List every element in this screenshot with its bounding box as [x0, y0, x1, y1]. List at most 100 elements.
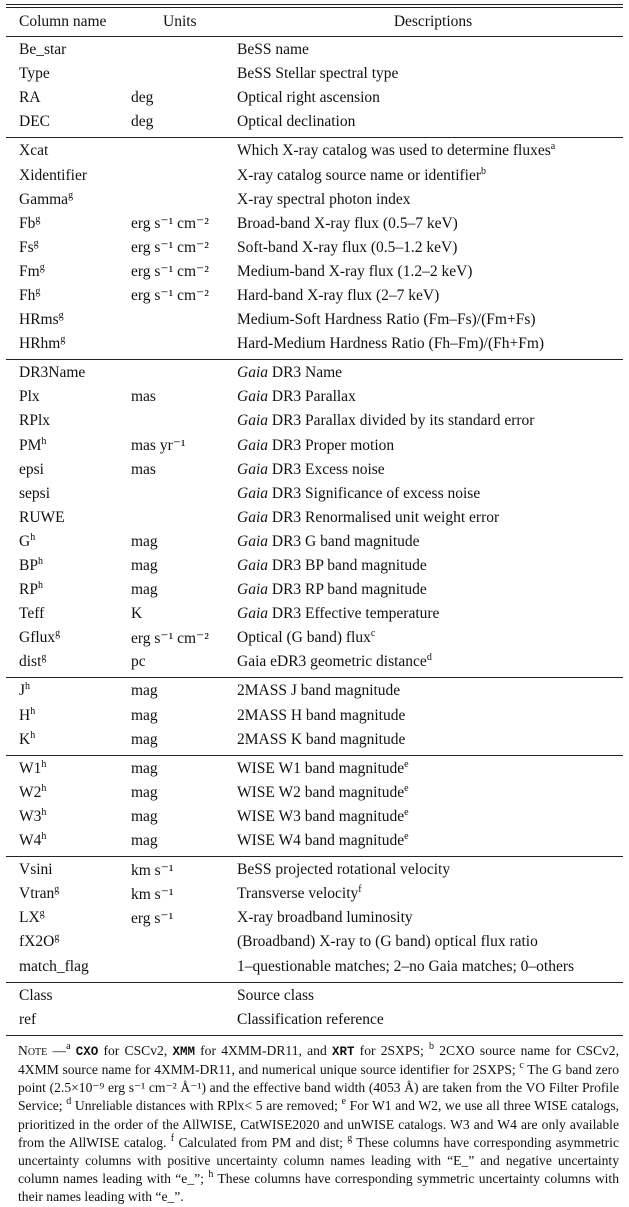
- cell-description: 2MASS K band magnitude: [237, 731, 405, 749]
- description-text: DR3 Proper motion: [268, 436, 395, 454]
- cell-description: (Broadband) X-ray to (G band) optical fl…: [237, 933, 538, 951]
- note-text: For W1 and W2, we use all three WISE cat…: [18, 1098, 620, 1150]
- note-text: Calculated from PM and dist;: [174, 1134, 348, 1150]
- footnote-marker: a: [66, 1040, 71, 1052]
- note-text: for 4XMM-DR11, and: [194, 1042, 332, 1058]
- column-name-text: Vsini: [19, 861, 53, 879]
- cell-units: mag: [131, 706, 158, 724]
- footnote-marker: g: [33, 237, 39, 249]
- column-name-text: Plx: [19, 388, 40, 406]
- footnote-marker: b: [429, 1040, 435, 1052]
- column-name-text: BP: [19, 557, 38, 575]
- cell-description: BeSS name: [237, 41, 309, 59]
- gaia-italic: Gaia: [237, 460, 268, 478]
- cell-description: Gaia DR3 Effective temperature: [237, 605, 439, 623]
- cell-units: km s⁻¹: [131, 861, 174, 879]
- description-text: DR3 Effective temperature: [268, 605, 440, 623]
- cell-description: WISE W2 band magnitudee: [237, 783, 409, 802]
- cell-column-name: Plx: [6, 388, 131, 406]
- column-name-text: J: [19, 682, 26, 700]
- column-name-text: dist: [19, 653, 42, 671]
- cell-column-name: W2h: [6, 783, 131, 802]
- footnote-marker: g: [347, 1132, 353, 1144]
- top-rule: [6, 4, 623, 5]
- table-group: Xcat Which X-ray catalog was used to dete…: [6, 138, 623, 361]
- note-text: for 2SXPS;: [354, 1042, 430, 1058]
- column-name-text: PM: [19, 436, 42, 454]
- note-label: Note: [18, 1042, 48, 1058]
- footnote-marker: h: [30, 531, 36, 543]
- cell-units: mag: [131, 730, 158, 748]
- table-row: Hh mag 2MASS H band magnitude: [6, 704, 623, 728]
- cell-units: mag: [131, 759, 158, 777]
- table-group: W1h mag WISE W1 band magnitudee W2h mag WISE …: [6, 756, 623, 858]
- cell-units: erg s⁻¹ cm⁻²: [131, 287, 209, 305]
- description-text: Medium-band X-ray flux (1.2–2 keV): [237, 262, 473, 280]
- cell-column-name: match_flag: [6, 958, 131, 976]
- footnote-marker: h: [25, 681, 31, 693]
- table-row: Kh mag 2MASS K band magnitude: [6, 728, 623, 752]
- note-text: for CSCv2,: [98, 1042, 173, 1058]
- footnote-marker: h: [30, 705, 36, 717]
- cell-units: erg s⁻¹ cm⁻²: [131, 239, 209, 257]
- column-name-text: HRms: [19, 311, 59, 329]
- description-text: DR3 Renormalised unit weight error: [268, 508, 500, 526]
- cell-description: Which X-ray catalog was used to determin…: [237, 142, 555, 160]
- cell-column-name: W3h: [6, 807, 131, 826]
- cell-column-name: BPh: [6, 557, 131, 575]
- table-note: Note —a CXO for CSCv2, XMM for 4XMM-DR11…: [18, 1040, 620, 1207]
- cell-units: mag: [131, 832, 158, 850]
- table-row: Vsini km s⁻¹ BeSS projected rotational vel…: [6, 858, 623, 882]
- cell-description: Gaia DR3 RP band magnitude: [237, 581, 427, 599]
- cell-description: Gaia DR3 Parallax divided by its standar…: [237, 412, 534, 430]
- description-text: BeSS name: [237, 41, 309, 59]
- column-name-text: Fs: [19, 238, 34, 256]
- cell-description: X-ray catalog source name or identifierb: [237, 166, 486, 185]
- cell-units: km s⁻¹: [131, 885, 174, 903]
- column-name-text: LX: [19, 909, 40, 927]
- header-column-name: Column name: [19, 13, 107, 30]
- description-text: Hard-Medium Hardness Ratio (Fh–Fm)/(Fh+F…: [237, 335, 545, 353]
- cell-description: Source class: [237, 987, 314, 1005]
- cell-description: Hard-Medium Hardness Ratio (Fh–Fm)/(Fh+F…: [237, 335, 544, 353]
- cell-column-name: DEC: [6, 113, 131, 131]
- cell-column-name: RA: [6, 89, 131, 107]
- footnote-marker: g: [54, 932, 60, 944]
- footnote-marker: d: [66, 1096, 72, 1108]
- footnote-marker: g: [60, 334, 66, 346]
- cell-description: Gaia DR3 Renormalised unit weight error: [237, 509, 499, 527]
- cell-description: Optical (G band) fluxc: [237, 629, 375, 647]
- cell-column-name: HRhmg: [6, 335, 131, 353]
- footnote-marker: h: [208, 1169, 214, 1181]
- column-name-text: ref: [19, 1010, 37, 1028]
- column-name-text: W4: [19, 832, 42, 850]
- note-text: These columns have corresponding asymmet…: [18, 1134, 619, 1187]
- table-row: PMh mas yr⁻¹ Gaia DR3 Proper motion: [6, 434, 623, 458]
- column-name-text: W3: [19, 807, 42, 825]
- table-row: Xidentifier X-ray catalog source name or …: [6, 163, 623, 187]
- cell-units: K: [131, 605, 143, 623]
- cell-description: BeSS Stellar spectral type: [237, 65, 398, 83]
- footnote-marker: h: [41, 435, 47, 447]
- cell-description: Broad-band X-ray flux (0.5–7 keV): [237, 215, 458, 233]
- table-row: Fmg erg s⁻¹ cm⁻² Medium-band X-ray flux (1…: [6, 260, 623, 284]
- cell-description: Gaia DR3 BP band magnitude: [237, 557, 427, 575]
- column-name-text: W2: [19, 783, 42, 801]
- table-row: Fsg erg s⁻¹ cm⁻² Soft-band X-ray flux (0.5…: [6, 236, 623, 260]
- footnote-marker: e: [404, 831, 409, 843]
- cell-units: mas: [131, 460, 156, 478]
- column-name-text: Fb: [19, 214, 36, 232]
- table-group: DR3Name Gaia DR3 Name Plx mas Gaia DR3 Paral…: [6, 360, 623, 679]
- column-name-text: Gamma: [19, 190, 69, 208]
- table-row: Type BeSS Stellar spectral type: [6, 62, 623, 86]
- table-row: epsi mas Gaia DR3 Excess noise: [6, 458, 623, 482]
- column-name-text: Teff: [19, 605, 45, 623]
- footnote-marker: g: [54, 884, 60, 896]
- description-text: Which X-ray catalog was used to determin…: [237, 142, 551, 160]
- description-text: Optical declination: [237, 113, 356, 131]
- table-group: Vsini km s⁻¹ BeSS projected rotational vel…: [6, 857, 623, 983]
- cell-description: Medium-band X-ray flux (1.2–2 keV): [237, 263, 472, 281]
- column-name-text: match_flag: [19, 957, 89, 975]
- column-name-text: W1: [19, 759, 42, 777]
- gaia-italic: Gaia: [237, 484, 268, 502]
